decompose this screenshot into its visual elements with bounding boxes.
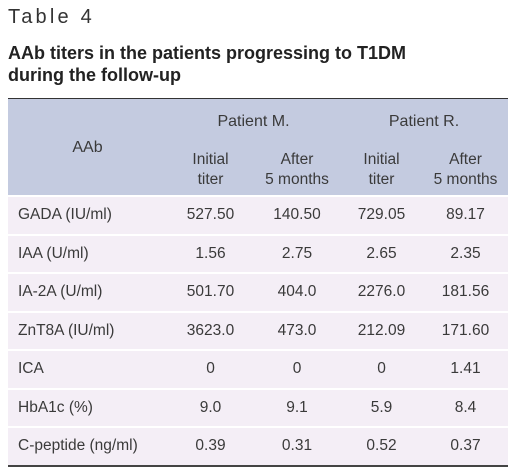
table-cell: 1.41 [423, 349, 509, 389]
row-label: GADA (IU/ml) [8, 195, 167, 235]
header-sub-cell: Initial titer [340, 145, 423, 196]
header-sub-line2: titer [368, 171, 395, 188]
table-cell: 2276.0 [340, 272, 423, 312]
table-cell: 8.4 [423, 387, 509, 427]
table-cell: 527.50 [167, 195, 254, 235]
header-aab: AAb [8, 99, 167, 196]
table-cell: 729.05 [340, 195, 423, 235]
table-cell: 89.17 [423, 195, 509, 235]
table-cell: 1.56 [167, 233, 254, 273]
table-cell: 212.09 [340, 310, 423, 350]
table-cell: 5.9 [340, 387, 423, 427]
table-cell: 0.39 [167, 426, 254, 467]
row-label: IA-2A (U/ml) [8, 272, 167, 312]
table-row: HbA1c (%) 9.0 9.1 5.9 8.4 [8, 387, 509, 427]
row-label: ICA [8, 349, 167, 389]
row-label: C-peptide (ng/ml) [8, 426, 167, 467]
header-sub-cell: Initial titer [167, 145, 254, 196]
header-sub-cell: After 5 months [254, 145, 340, 196]
row-label: IAA (U/ml) [8, 233, 167, 273]
table-title: AAb titers in the patients progressing t… [8, 43, 407, 85]
header-patient-r: Patient R. [340, 99, 509, 145]
table-cell: 0.31 [254, 426, 340, 467]
row-label: HbA1c (%) [8, 387, 167, 427]
table-cell: 404.0 [254, 272, 340, 312]
table-cell: 0.52 [340, 426, 423, 467]
table-cell: 0 [167, 349, 254, 389]
header-sub-line1: After [449, 151, 482, 168]
table-cell: 2.75 [254, 233, 340, 273]
table-cell: 473.0 [254, 310, 340, 350]
header-sub-line1: Initial [192, 151, 229, 168]
table-row: ZnT8A (IU/ml) 3623.0 473.0 212.09 171.60 [8, 310, 509, 350]
table-label: Table 4 [8, 6, 95, 28]
table-cell: 501.70 [167, 272, 254, 312]
table-row: IAA (U/ml) 1.56 2.75 2.65 2.35 [8, 233, 509, 273]
table-cell: 0 [254, 349, 340, 389]
table-row: C-peptide (ng/ml) 0.39 0.31 0.52 0.37 [8, 426, 509, 467]
table-cell: 171.60 [423, 310, 509, 350]
table-row: GADA (IU/ml) 527.50 140.50 729.05 89.17 [8, 195, 509, 235]
header-sub-line2: titer [197, 171, 224, 188]
table-cell: 9.1 [254, 387, 340, 427]
table-cell: 3623.0 [167, 310, 254, 350]
header-sub-cell: After 5 months [423, 145, 509, 196]
table-cell: 9.0 [167, 387, 254, 427]
table-cell: 2.65 [340, 233, 423, 273]
table-cell: 0.37 [423, 426, 509, 467]
header-sub-line1: Initial [363, 151, 400, 168]
table-cell: 140.50 [254, 195, 340, 235]
table-cell: 2.35 [423, 233, 509, 273]
table-cell: 181.56 [423, 272, 509, 312]
table-row: IA-2A (U/ml) 501.70 404.0 2276.0 181.56 [8, 272, 509, 312]
row-label: ZnT8A (IU/ml) [8, 310, 167, 350]
header-patient-m: Patient M. [167, 99, 340, 145]
aab-titers-table: AAb Patient M. Patient R. Initial titer … [8, 99, 509, 467]
header-sub-line1: After [280, 151, 314, 168]
table-row: ICA 0 0 0 1.41 [8, 349, 509, 389]
header-sub-line2: 5 months [433, 171, 498, 188]
header-sub-line2: 5 months [265, 171, 329, 188]
table-cell: 0 [340, 349, 423, 389]
